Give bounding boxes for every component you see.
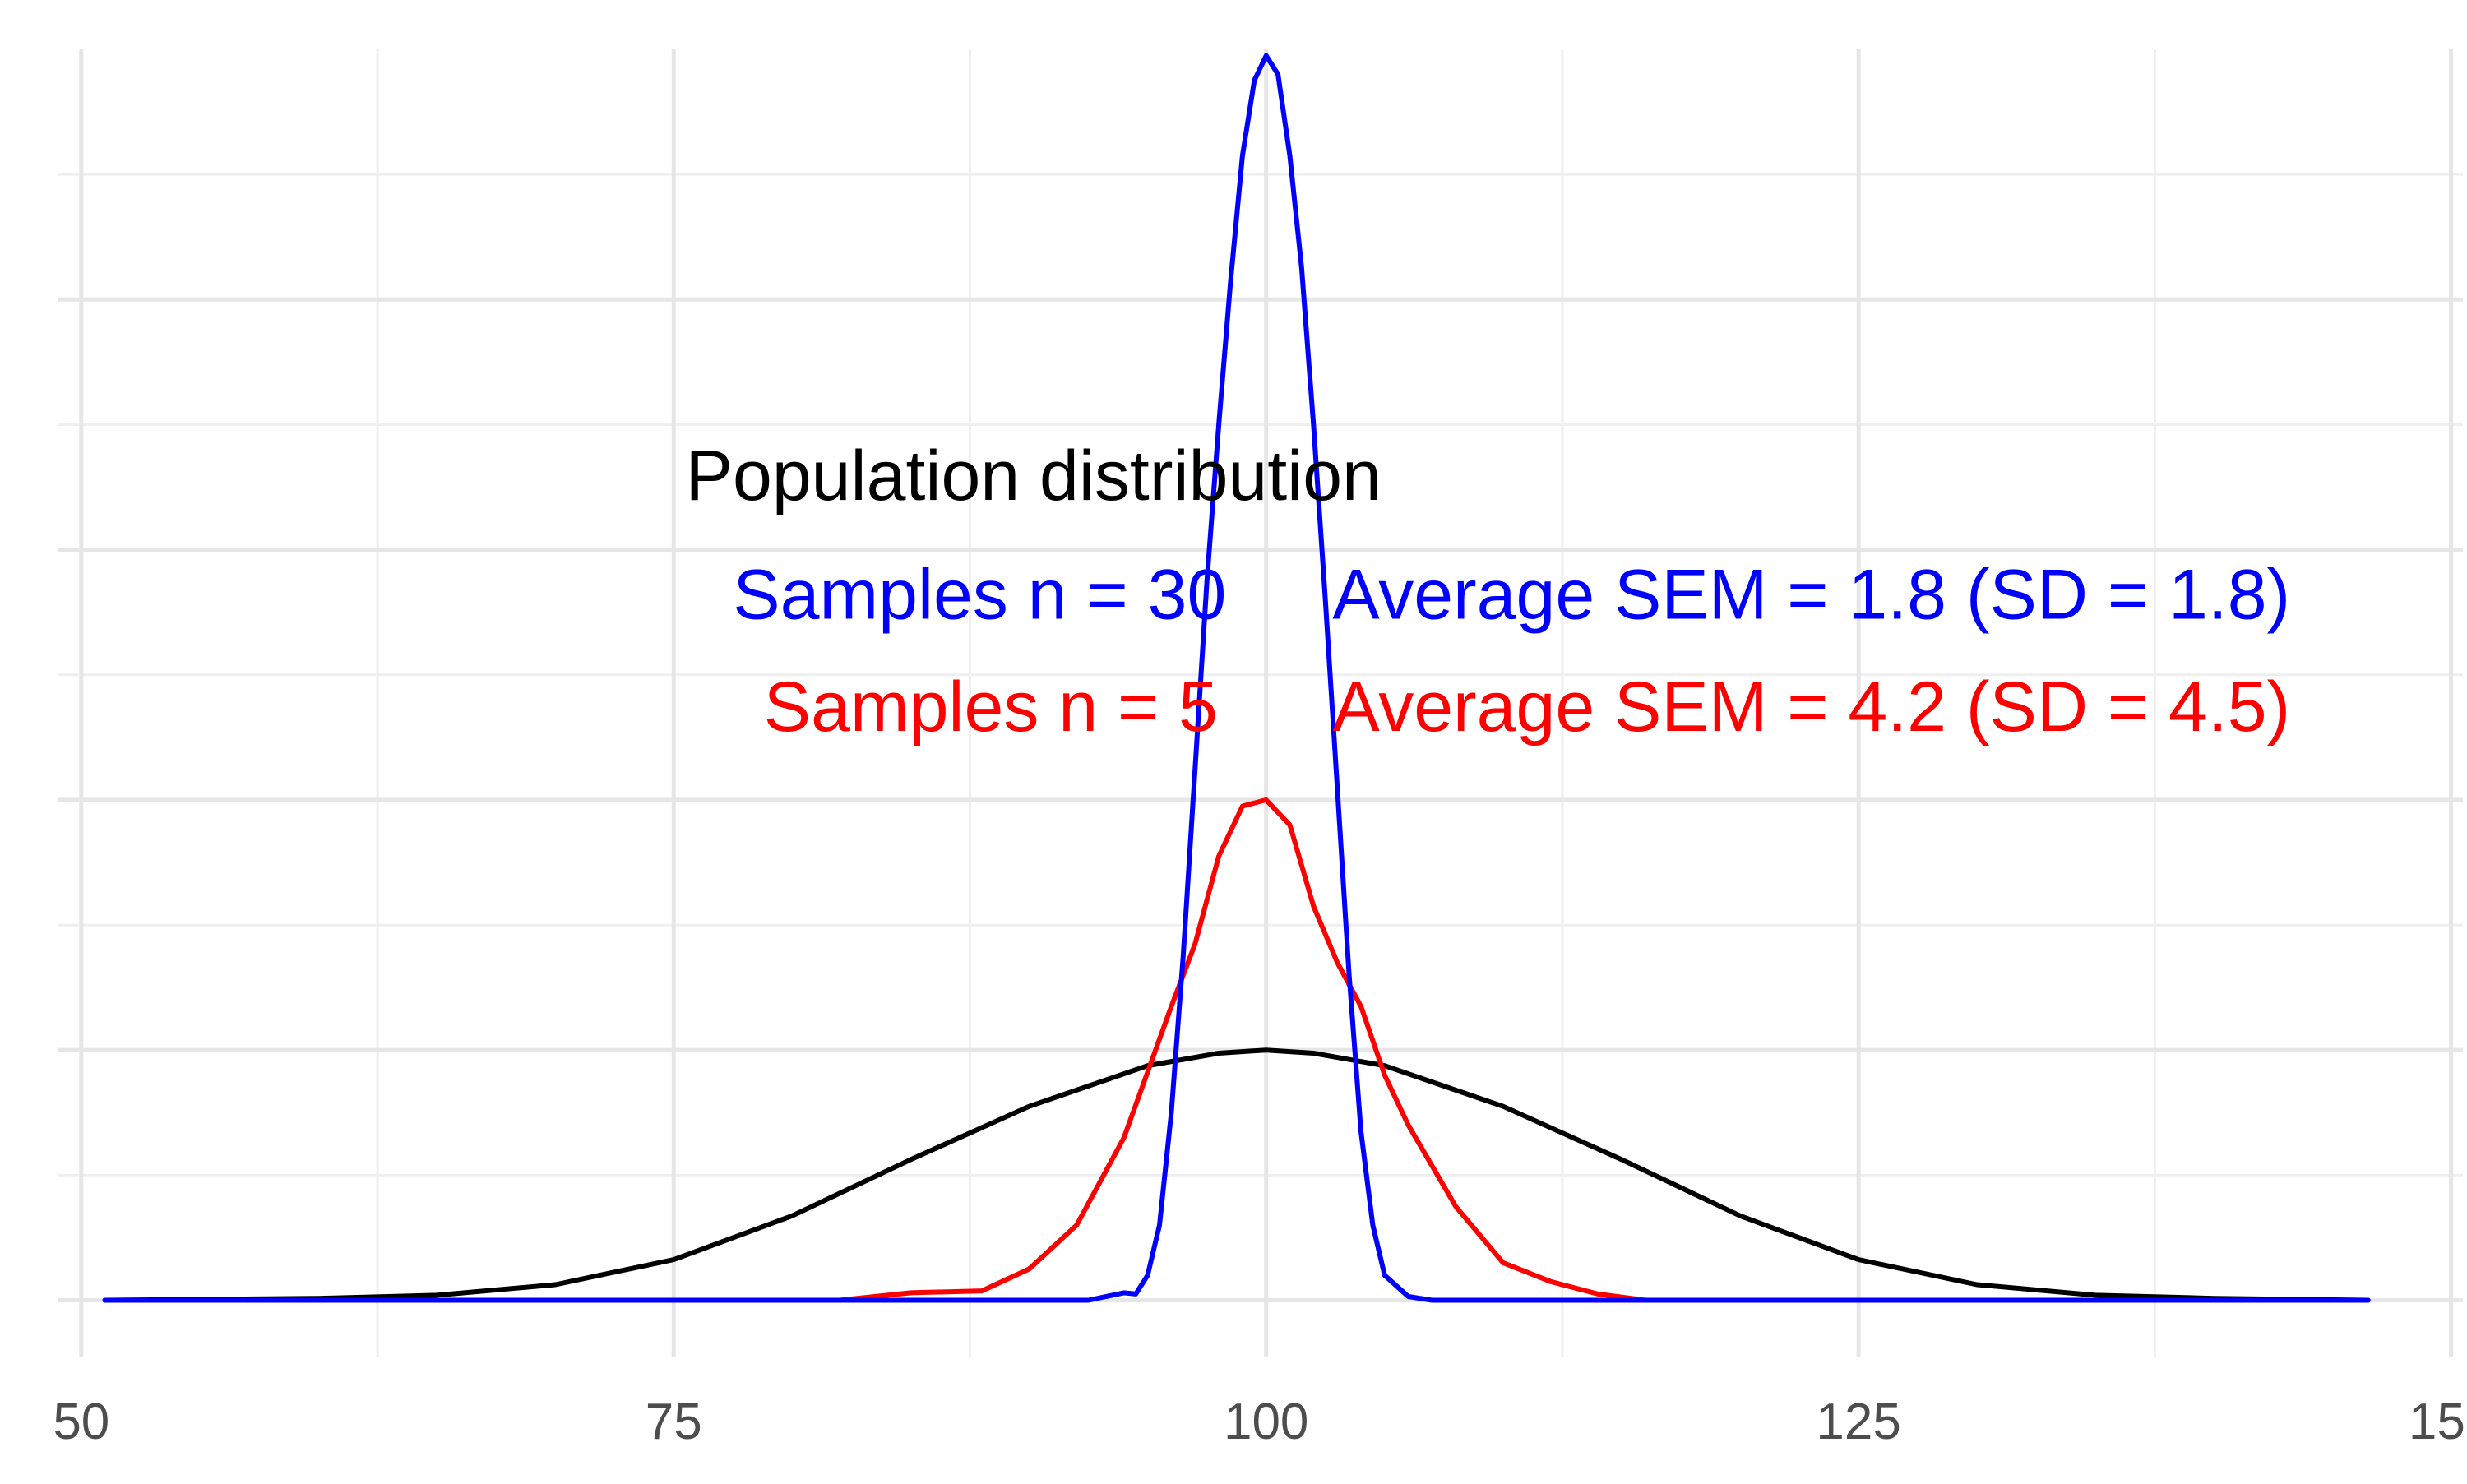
series-line-population-distribution bbox=[102, 1047, 2371, 1303]
series-line-samples-n-5 bbox=[102, 797, 2371, 1303]
x-tick-label: 100 bbox=[1224, 1394, 1308, 1450]
annotation-label: Population distribution bbox=[686, 437, 1382, 515]
series-lines bbox=[102, 53, 2371, 1303]
x-tick-label: 50 bbox=[53, 1394, 109, 1450]
annotations: Population distribution Samples n = 30 Sam… bbox=[686, 437, 2291, 747]
x-tick-label: 150 bbox=[2409, 1394, 2467, 1450]
x-tick-label: 75 bbox=[646, 1394, 702, 1450]
annotation-label: Samples n = 30 bbox=[733, 555, 1226, 634]
series-line-samples-n-30 bbox=[102, 53, 2371, 1303]
annotation-label: Average SEM = 4.2 (SD = 4.5) bbox=[1332, 668, 2290, 747]
x-axis-tick-labels: 50 75 100 125 150 bbox=[53, 1394, 2467, 1450]
minor-gridlines bbox=[58, 49, 2463, 1357]
annotation-label: Samples n = 5 bbox=[764, 668, 1218, 747]
x-tick-label: 125 bbox=[1816, 1394, 1900, 1450]
annotation-label: Average SEM = 1.8 (SD = 1.8) bbox=[1332, 555, 2290, 634]
